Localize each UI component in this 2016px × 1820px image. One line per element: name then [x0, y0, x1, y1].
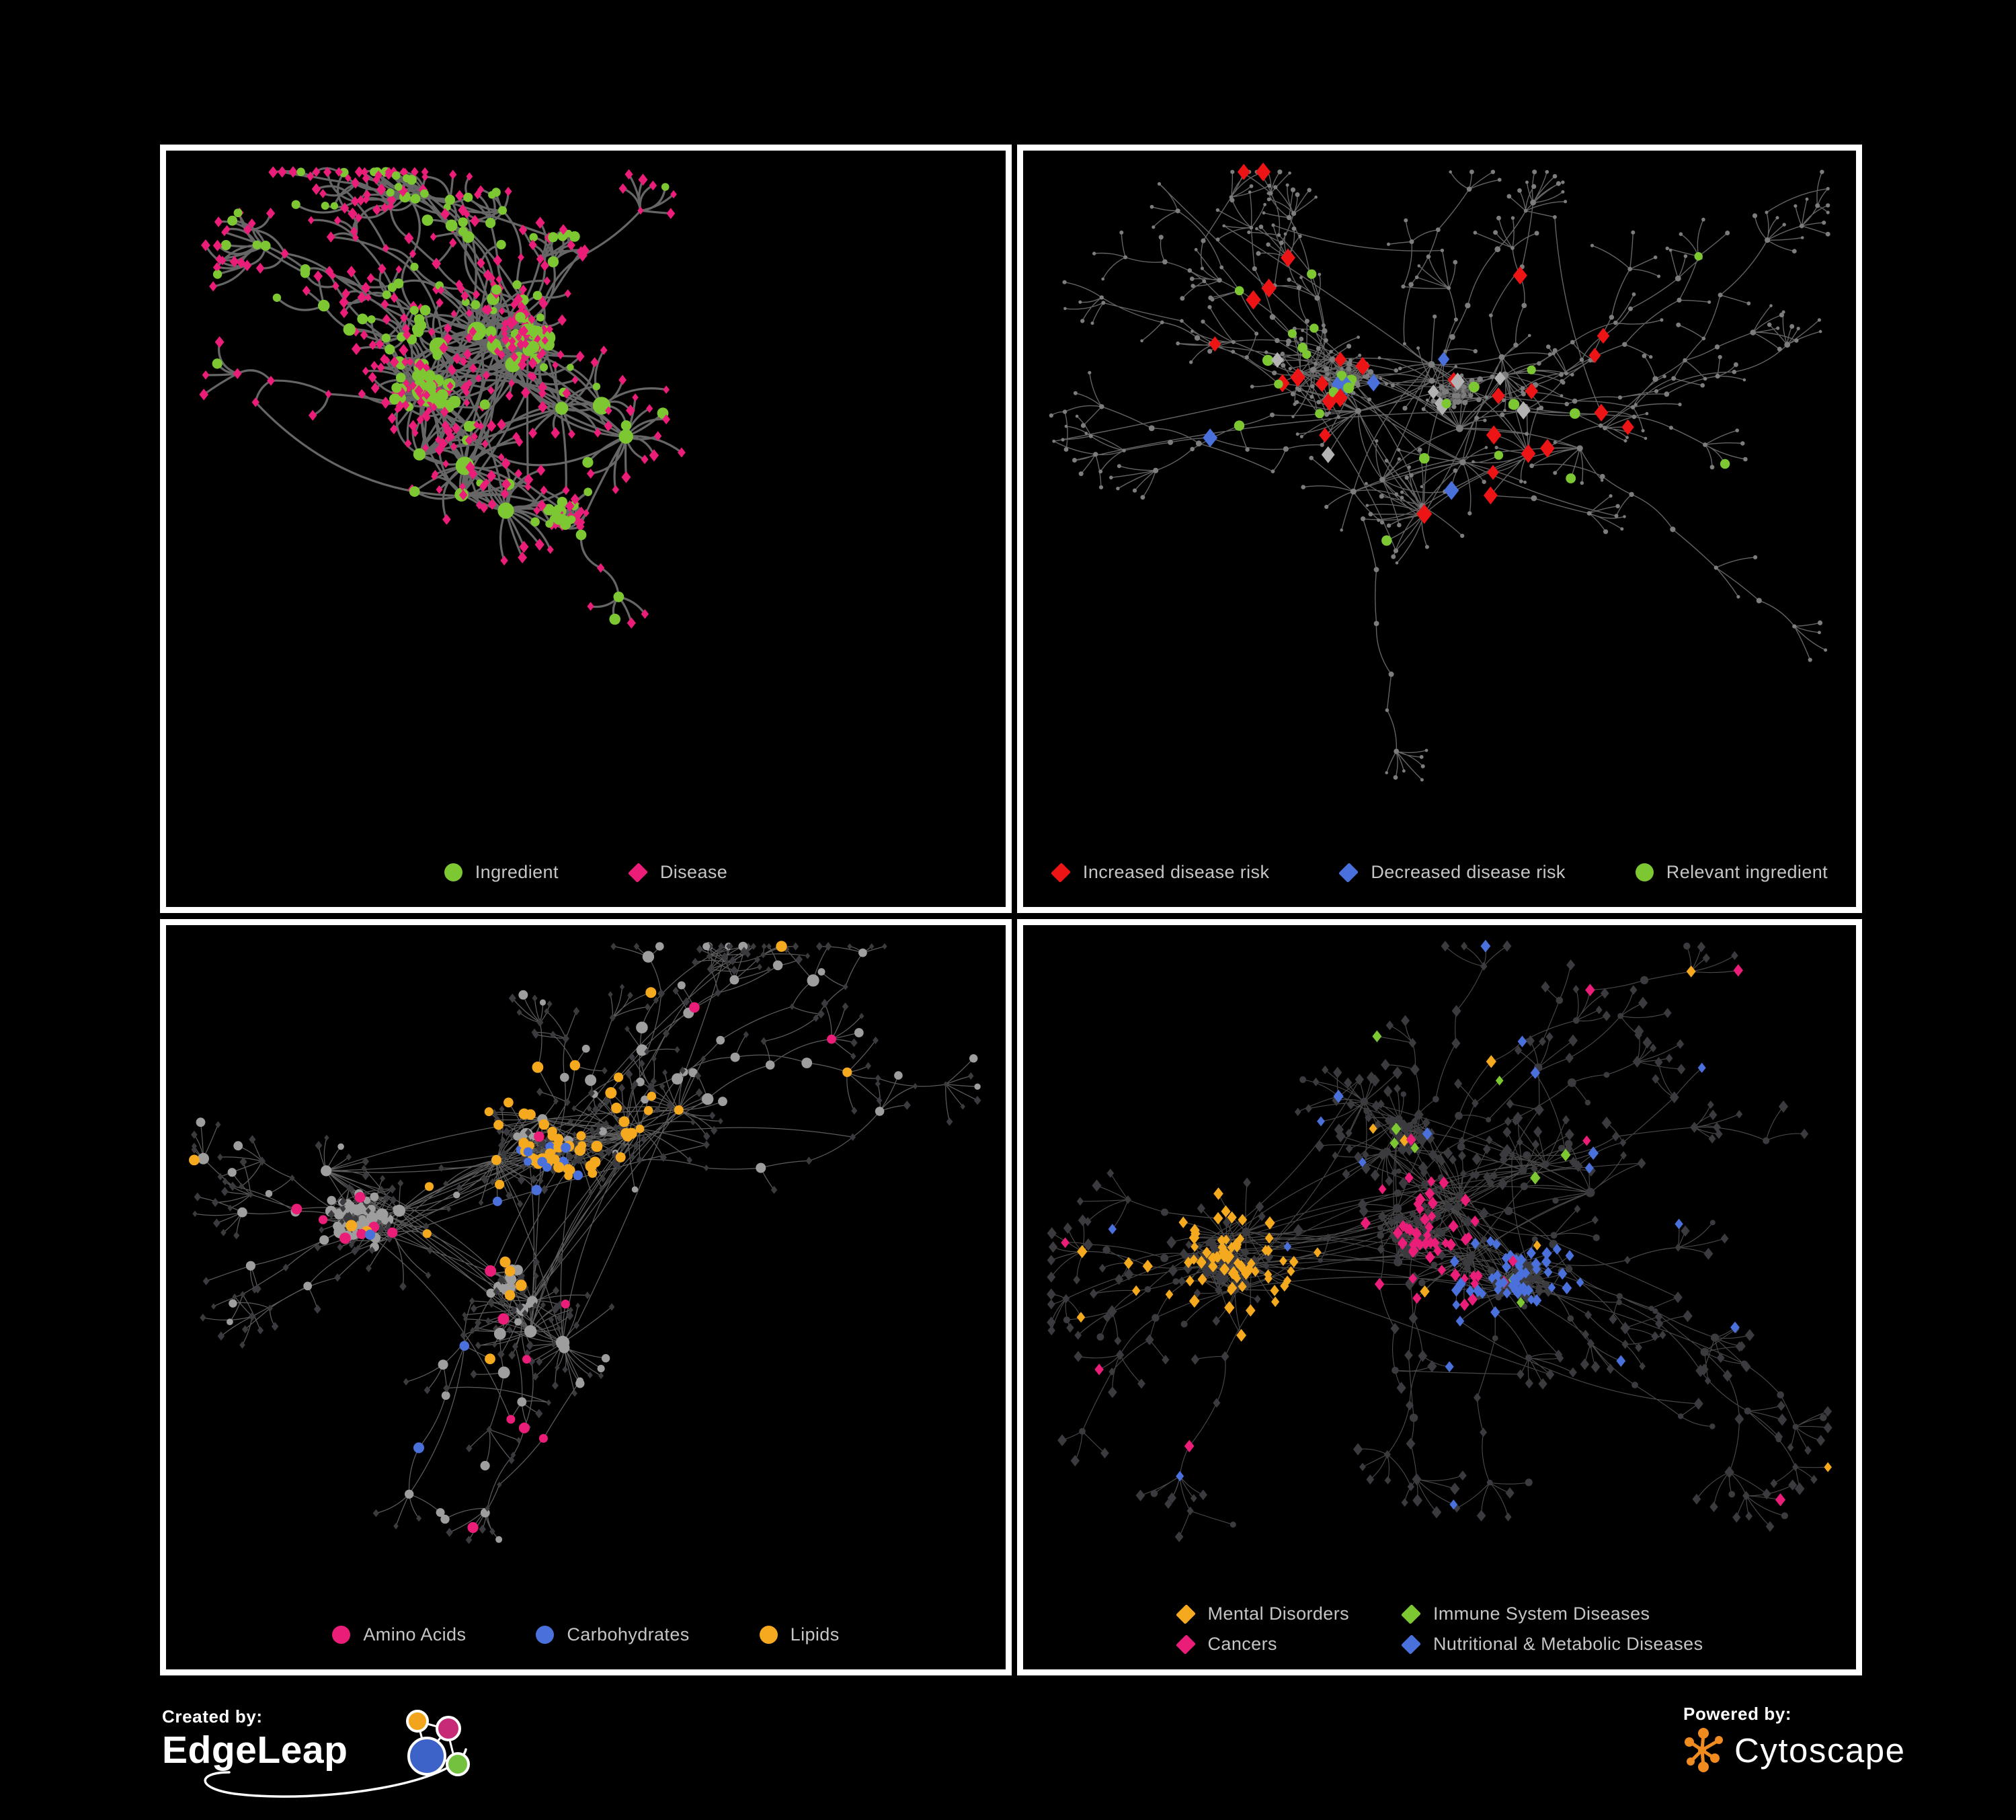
panel-disease-risk: Increased disease risk Decreased disease …: [1017, 145, 1862, 913]
legend-item-lipids: Lipids: [759, 1624, 840, 1645]
carbohydrates-swatch-circle: [536, 1626, 555, 1644]
edgeleap-brand-name: EdgeLeap: [162, 1729, 348, 1772]
legend-item-mental-disorders: Mental Disorders: [1175, 1604, 1349, 1624]
legend-label: Relevant ingredient: [1666, 862, 1828, 882]
legend-ingredient-classes: Amino Acids Carbohydrates Lipids: [166, 1624, 1006, 1645]
legend-item-ingredient: Ingredient: [444, 862, 559, 883]
legend-item-relevant-ingredient: Relevant ingredient: [1635, 862, 1828, 883]
lipids-swatch-circle: [759, 1626, 778, 1644]
legend-label: Cancers: [1207, 1634, 1277, 1654]
nutritional-metabolic-diseases-swatch-diamond: [1401, 1634, 1421, 1655]
graph-edges: [1051, 171, 1828, 781]
legend-label: Decreased disease risk: [1371, 862, 1566, 882]
network-graph-disease-risk: [1049, 162, 1830, 782]
graph-highlight-nodes: [189, 941, 852, 1534]
amino-acids-swatch-circle: [332, 1626, 351, 1644]
legend-item-immune-system-diseases: Immune System Diseases: [1401, 1604, 1703, 1624]
panel-ingredient-classes: Amino Acids Carbohydrates Lipids: [160, 919, 1012, 1675]
powered-by-block: Powered by:: [1683, 1704, 1905, 1773]
immune-system-diseases-swatch-diamond: [1401, 1604, 1421, 1624]
legend-item-cancers: Cancers: [1175, 1634, 1349, 1655]
cancers-swatch-diamond: [1175, 1634, 1196, 1655]
legend-ingredient-disease: Ingredient Disease: [166, 862, 1006, 883]
relevant-ingredient-swatch-circle: [1635, 863, 1654, 881]
increased-disease-risk-swatch-diamond: [1050, 862, 1071, 883]
legend-label: Disease: [659, 862, 728, 882]
legend-item-nutritional-metabolic-diseases: Nutritional & Metabolic Diseases: [1401, 1634, 1703, 1655]
legend-label: Amino Acids: [363, 1624, 467, 1645]
cytoscape-brand-name: Cytoscape: [1734, 1731, 1906, 1770]
graph-nodes: [191, 941, 981, 1544]
created-by-block: Created by: EdgeLeap: [162, 1706, 485, 1814]
legend-item-disease: Disease: [627, 862, 728, 883]
legend-item-amino-acids: Amino Acids: [332, 1624, 466, 1645]
legend-item-increased-disease-risk: Increased disease risk: [1050, 862, 1270, 883]
mental-disorders-swatch-diamond: [1175, 1604, 1196, 1624]
panel-disease-classes: Mental Disorders Immune System Diseases Ca…: [1017, 919, 1862, 1675]
panel-ingredient-disease: Ingredient Disease: [160, 145, 1012, 913]
legend-label: Mental Disorders: [1207, 1604, 1349, 1624]
disease-swatch-diamond: [627, 862, 648, 883]
legend-item-carbohydrates: Carbohydrates: [536, 1624, 689, 1645]
cytoscape-logo-icon: [1685, 1728, 1723, 1772]
legend-label: Increased disease risk: [1082, 862, 1270, 882]
legend-label: Nutritional & Metabolic Diseases: [1433, 1634, 1703, 1654]
network-graph-ingredient-classes: [189, 941, 981, 1544]
network-graph-disease-classes: [1047, 939, 1832, 1542]
legend-disease-classes: Mental Disorders Immune System Diseases Ca…: [1023, 1604, 1856, 1655]
legend-label: Ingredient: [475, 862, 559, 882]
ingredient-swatch-circle: [444, 863, 462, 881]
legend-disease-risk: Increased disease risk Decreased disease …: [1023, 862, 1856, 883]
graph-nodes: [199, 166, 686, 629]
legend-label: Lipids: [790, 1624, 840, 1645]
network-graph-ingredient-disease: [199, 166, 686, 629]
graph-highlight-nodes: [1061, 939, 1832, 1510]
powered-by-label: Powered by:: [1683, 1704, 1792, 1724]
legend-item-decreased-disease-risk: Decreased disease risk: [1338, 862, 1566, 883]
graph-nodes: [1049, 169, 1830, 782]
created-by-label: Created by:: [162, 1706, 263, 1727]
legend-label: Carbohydrates: [567, 1624, 690, 1645]
decreased-disease-risk-swatch-diamond: [1338, 862, 1359, 883]
legend-label: Immune System Diseases: [1433, 1604, 1650, 1624]
